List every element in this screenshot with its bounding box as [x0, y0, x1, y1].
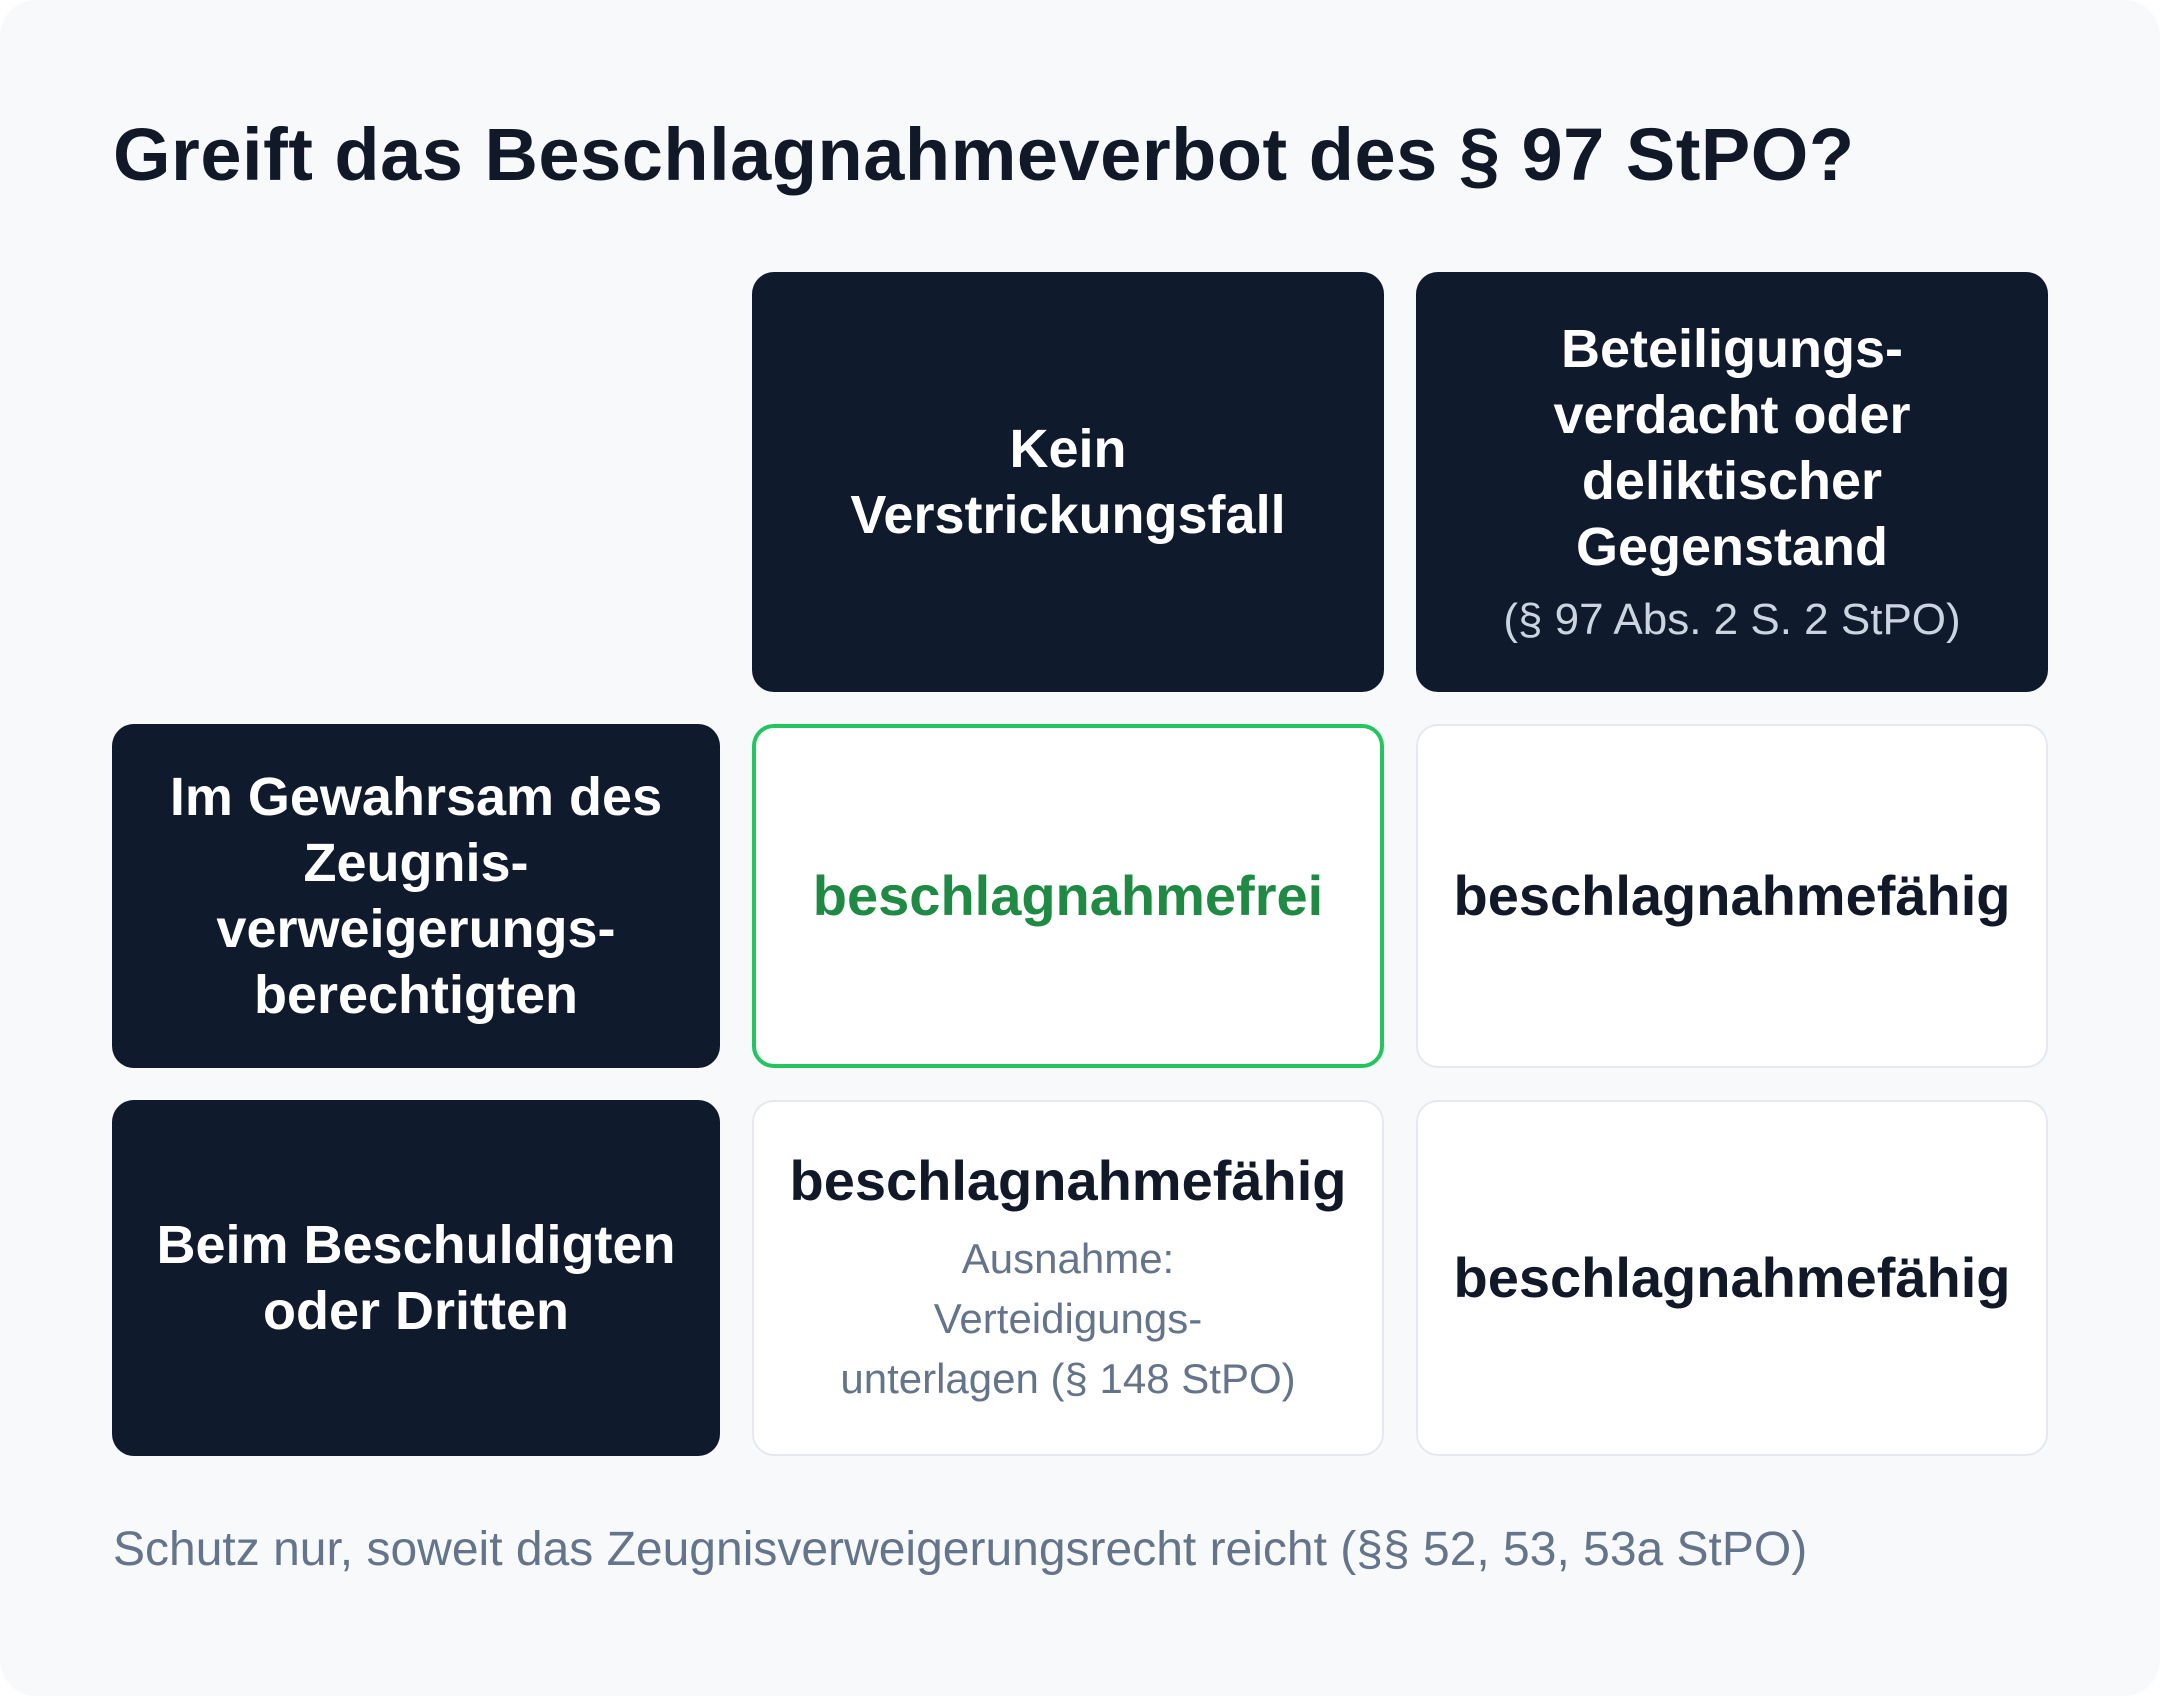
cell-note-line: Verteidigungs- — [933, 1295, 1203, 1342]
column-header-line: Verstrickungsfall — [850, 485, 1286, 545]
cell-value: beschlagnahmefähig — [1453, 1246, 2011, 1309]
cell-r1c2: beschlagnahmefähig — [1416, 724, 2048, 1068]
column-header-label: Kein Verstrickungsfall — [850, 416, 1285, 548]
cell-r2c2: beschlagnahmefähig — [1416, 1100, 2048, 1456]
cell-value: beschlagnahmefähig — [789, 1149, 1347, 1212]
row-header-label: Beim Beschuldigten oder Dritten — [156, 1212, 675, 1344]
row-header-gewahrsam: Im Gewahrsam des Zeugnis- verweigerungs-… — [112, 724, 720, 1068]
row-header-line: Im Gewahrsam des — [169, 767, 663, 827]
page-title: Greift das Beschlagnahmeverbot des § 97 … — [113, 113, 1855, 196]
cell-note-line: Ausnahme: — [961, 1235, 1175, 1282]
row-header-line: berechtigten — [253, 965, 579, 1025]
cell-note-line: unterlagen (§ 148 StPO) — [840, 1355, 1296, 1402]
cell-note: Ausnahme: Verteidigungs- unterlagen (§ 1… — [840, 1229, 1295, 1409]
row-header-label: Im Gewahrsam des Zeugnis- verweigerungs-… — [170, 764, 662, 1028]
row-header-line: oder Dritten — [262, 1281, 570, 1341]
column-header-kein-verstrickungsfall: Kein Verstrickungsfall — [752, 272, 1384, 692]
cell-r1c1-highlighted: beschlagnahmefrei — [752, 724, 1384, 1068]
cell-value: beschlagnahmefrei — [812, 864, 1324, 927]
row-header-line: verweigerungs- — [216, 899, 616, 959]
column-header-beteiligungsverdacht: Beteiligungs- verdacht oder deliktischer… — [1416, 272, 2048, 692]
column-header-line: deliktischer — [1581, 451, 1883, 511]
column-header-line: Gegenstand — [1575, 517, 1889, 577]
column-header-line: Kein — [1009, 419, 1127, 479]
column-header-label: Beteiligungs- verdacht oder deliktischer… — [1553, 316, 1910, 580]
row-header-beschuldigter: Beim Beschuldigten oder Dritten — [112, 1100, 720, 1456]
column-header-subtitle: (§ 97 Abs. 2 S. 2 StPO) — [1503, 595, 1961, 644]
column-header-line: Beteiligungs- — [1560, 319, 1903, 379]
column-header-line: verdacht oder — [1553, 385, 1911, 445]
row-header-line: Beim Beschuldigten — [156, 1215, 676, 1275]
row-header-line: Zeugnis- — [303, 833, 529, 893]
footer-note: Schutz nur, soweit das Zeugnisverweigeru… — [113, 1523, 1808, 1576]
cell-value: beschlagnahmefähig — [1453, 864, 2011, 927]
cell-r2c1: beschlagnahmefähig Ausnahme: Verteidigun… — [752, 1100, 1384, 1456]
